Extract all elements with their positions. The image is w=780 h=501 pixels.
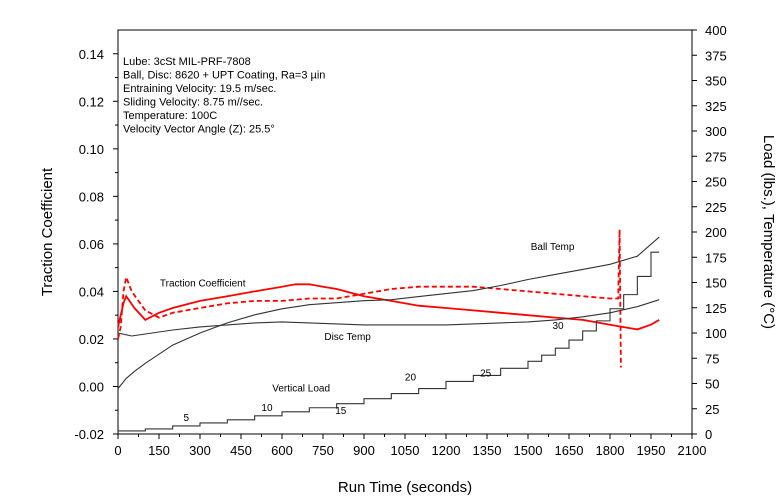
series-label: Traction Coefficient [160,279,246,290]
y2-tick-label: 25 [705,402,719,417]
series-label: 25 [480,368,492,379]
annotation-line: Temperature: 100C [123,110,217,122]
series-label: 15 [335,406,347,417]
y2-axis-title: Load (lbs.), Temperature (°C) [760,135,777,329]
series-layer [117,229,660,432]
annotation-line: Velocity Vector Angle (Z): 25.5° [123,124,275,136]
x-tick-label: 600 [271,443,293,458]
series-label: 20 [405,372,417,383]
y2-tick-label: 400 [705,23,727,38]
axes: 0 150 300 450 600 750 900 1050 1200 1350 1500 1650 1… [39,23,777,496]
y2-tick-label: 100 [705,326,727,341]
y-tick-label: 0.00 [79,379,104,394]
series-line-4 [118,251,660,432]
x-tick-label: 450 [230,443,252,458]
y2-tick-label: 325 [705,99,727,114]
y2-tick-label: 0 [705,427,712,442]
y-tick-label: 0.08 [79,189,104,204]
y-tick-label: 0.12 [79,94,104,109]
series-labels: Traction Coefficient Ball Temp Disc Temp Ve… [160,242,575,424]
annotation-box: Lube: 3cSt MIL-PRF-7808 Ball, Disc: 8620 … [123,56,325,136]
y2-tick-label: 300 [705,124,727,139]
y2-tick-label: 250 [705,175,727,190]
series-label: 10 [261,403,273,414]
series-line-3 [117,299,660,337]
y-tick-label: 0.14 [79,47,104,62]
y-tick-label: 0.06 [79,237,104,252]
x-tick-label: 1200 [432,443,461,458]
series-label: Disc Temp [324,332,371,343]
y2-tick-label: 375 [705,48,727,63]
x-tick-label: 300 [189,443,211,458]
y2-tick-label: 350 [705,74,727,89]
y-tick-label: -0.02 [74,427,104,442]
y2-tick-label: 75 [705,351,719,366]
y-tick-label: 0.10 [79,142,104,157]
series-line-0 [117,283,660,331]
x-tick-label: 1050 [391,443,420,458]
annotation-line: Entraining Velocity: 19.5 m/sec. [123,83,276,95]
y2-tick-label: 50 [705,377,719,392]
annotation-line: Lube: 3cSt MIL-PRF-7808 [123,56,251,68]
x-axis-title: Run Time (seconds) [338,479,472,496]
y-axis-title: Traction Coefficient [39,167,56,296]
y-tick-label: 0.04 [79,284,104,299]
series-line-2 [117,236,660,389]
x-tick-label: 1350 [473,443,502,458]
y2-tick-label: 225 [705,200,727,215]
x-tick-label: 1500 [514,443,543,458]
series-label: 5 [184,413,190,424]
y-tick-label: 0.02 [79,332,104,347]
annotation-line: Ball, Disc: 8620 + UPT Coating, Ra=3 µin [123,70,325,82]
x-tick-label: 750 [312,443,334,458]
x-tick-label: 150 [148,443,170,458]
x-tick-label: 1950 [637,443,666,458]
x-tick-label: 1800 [596,443,625,458]
y2-tick-label: 175 [705,250,727,265]
series-label: Vertical Load [272,384,330,395]
y2-tick-label: 275 [705,149,727,164]
series-label: Ball Temp [531,242,575,253]
annotation-line: Sliding Velocity: 8.75 m//sec. [123,97,263,109]
y2-tick-label: 125 [705,301,727,316]
y2-tick-label: 150 [705,276,727,291]
x-tick-label: 900 [353,443,375,458]
y2-tick-label: 200 [705,225,727,240]
x-tick-label: 2100 [678,443,707,458]
x-tick-label: 0 [114,443,121,458]
x-tick-label: 1650 [555,443,584,458]
series-label: 30 [553,321,565,332]
